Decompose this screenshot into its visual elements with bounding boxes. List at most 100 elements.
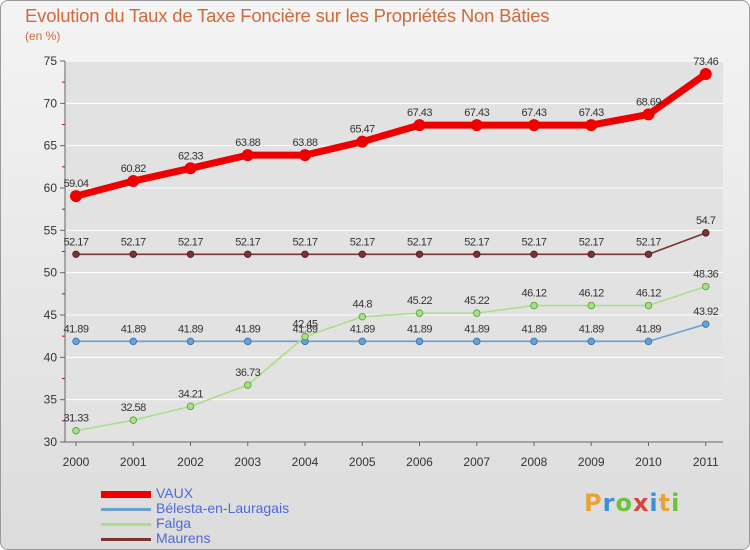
data-label-belesta: 41.89 (292, 323, 317, 335)
legend-swatch (101, 508, 151, 511)
data-label-falga: 42.45 (292, 319, 317, 331)
y-tick-label: 45 (44, 308, 58, 322)
data-point-vaux (184, 162, 197, 175)
data-point-vaux (356, 135, 369, 148)
x-tick-label: 2002 (177, 455, 204, 469)
data-point-falga (129, 416, 137, 424)
data-point-vaux (470, 119, 483, 132)
x-tick-label: 2004 (292, 455, 319, 469)
x-tick-label: 2001 (120, 455, 147, 469)
series-line-vaux (72, 70, 710, 200)
data-label-belesta: 41.89 (178, 323, 203, 335)
data-label-vaux: 67.43 (521, 107, 546, 119)
series-line-belesta (75, 323, 707, 343)
legend-label: VAUX (156, 485, 194, 501)
data-point-maurens (301, 250, 309, 258)
data-point-falga (702, 282, 710, 291)
data-point-belesta (702, 320, 710, 328)
data-point-falga (530, 301, 538, 310)
data-label-belesta: 41.89 (350, 323, 375, 335)
data-label-falga: 45.22 (464, 295, 489, 307)
logo-letter: o (615, 489, 633, 517)
data-point-belesta (415, 337, 424, 346)
data-point-vaux (413, 119, 426, 132)
data-point-maurens (530, 250, 538, 258)
data-point-maurens (72, 250, 80, 258)
data-label-falga: 44.8 (353, 299, 373, 311)
legend-item-falga: Falga (101, 515, 361, 532)
data-label-maurens: 52.17 (636, 236, 661, 248)
data-point-maurens (244, 250, 252, 258)
data-point-belesta (129, 337, 137, 346)
data-label-belesta: 41.89 (579, 323, 604, 335)
x-tick-label: 2005 (349, 455, 376, 469)
data-point-vaux (528, 119, 540, 132)
y-tick-label: 30 (44, 435, 58, 449)
data-label-vaux: 67.43 (464, 107, 489, 119)
y-tick-label: 40 (44, 350, 58, 364)
data-point-falga (72, 427, 80, 435)
data-label-belesta: 41.89 (464, 323, 489, 335)
data-label-maurens: 52.17 (121, 236, 146, 248)
legend-swatch (101, 491, 151, 498)
data-point-belesta (358, 337, 366, 346)
chart-title: Evolution du Taux de Taxe Foncière sur l… (25, 5, 550, 26)
data-label-falga: 34.21 (178, 388, 203, 400)
data-point-maurens (186, 250, 195, 258)
data-label-vaux: 62.33 (178, 150, 203, 162)
logo-letter: t (658, 489, 672, 517)
x-tick-label: 2003 (234, 455, 261, 469)
data-point-falga (186, 402, 195, 411)
data-label-falga: 46.12 (579, 288, 604, 300)
data-label-maurens: 52.17 (292, 236, 317, 248)
legend-label: Falga (156, 515, 192, 531)
logo-letter: r (602, 489, 616, 517)
data-label-belesta: 41.89 (407, 323, 432, 335)
data-label-maurens: 52.17 (63, 236, 88, 248)
data-label-maurens: 52.17 (407, 236, 432, 248)
logo-letter: x (632, 489, 650, 517)
legend-item-maurens: Maurens (101, 530, 361, 547)
y-tick-label: 55 (44, 223, 58, 237)
data-point-vaux (70, 190, 82, 203)
x-tick-label: 2006 (406, 455, 433, 469)
data-point-vaux (127, 175, 140, 188)
x-tick-label: 2007 (463, 455, 490, 469)
data-label-belesta: 43.92 (693, 306, 718, 318)
data-label-belesta: 41.89 (235, 323, 260, 335)
data-point-belesta (530, 337, 538, 346)
data-point-vaux (241, 149, 254, 162)
data-label-belesta: 41.89 (121, 323, 146, 335)
chart-legend: VAUX Bélesta-en-Lauragais Falga Maurens (101, 485, 361, 547)
y-tick-label: 75 (44, 54, 58, 68)
x-tick-label: 2000 (63, 455, 90, 469)
data-label-falga: 46.12 (521, 288, 546, 300)
data-point-falga (415, 309, 424, 317)
data-label-falga: 45.22 (407, 295, 432, 307)
x-tick-label: 2010 (635, 455, 662, 469)
legend-item-vaux: VAUX (101, 485, 361, 502)
data-point-vaux (699, 68, 712, 81)
y-tick-label: 50 (44, 266, 58, 280)
data-label-maurens: 52.17 (350, 236, 375, 248)
data-point-maurens (358, 250, 366, 258)
data-point-maurens (473, 250, 481, 258)
data-point-belesta (473, 337, 481, 346)
data-point-vaux (585, 119, 598, 132)
x-tick-label: 2008 (521, 455, 548, 469)
data-point-maurens (644, 250, 653, 258)
data-label-maurens: 52.17 (235, 236, 260, 248)
data-label-vaux: 67.43 (407, 107, 432, 119)
data-label-vaux: 65.47 (350, 124, 375, 136)
data-label-vaux: 67.43 (579, 107, 604, 119)
data-label-falga: 32.58 (121, 402, 146, 414)
data-point-belesta (587, 337, 595, 346)
data-label-vaux: 60.82 (121, 163, 146, 175)
legend-item-belesta: Bélesta-en-Lauragais (101, 500, 361, 517)
data-point-vaux (299, 149, 311, 162)
data-label-falga: 36.73 (235, 367, 260, 379)
y-tick-label: 65 (44, 139, 58, 153)
data-point-maurens (702, 229, 710, 237)
proxiti-logo: Proxiti (584, 489, 680, 517)
